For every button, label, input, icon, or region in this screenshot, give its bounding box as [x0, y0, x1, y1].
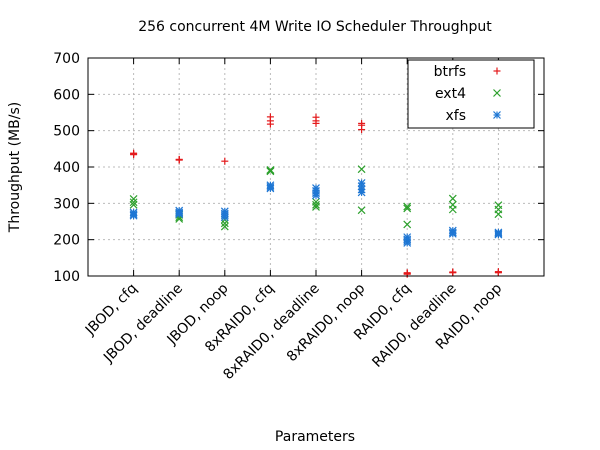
legend: btrfs ext4 xfs [407, 59, 535, 129]
btrfs-point [221, 157, 229, 165]
legend-label: btrfs [434, 64, 466, 80]
ext4-point [448, 205, 457, 214]
ext4-point [312, 200, 320, 209]
y-tick-label: 700 [53, 51, 80, 67]
xfs-point [448, 229, 457, 238]
btrfs-point [130, 151, 138, 159]
y-tick-label: 400 [53, 160, 80, 176]
ext4-point [403, 220, 412, 229]
plot-frame [87, 57, 545, 277]
xfs-point [175, 210, 184, 219]
legend-box [407, 59, 535, 129]
legend-label: ext4 [435, 86, 466, 102]
y-tick-label: 500 [53, 124, 80, 140]
xfs-point [129, 211, 138, 220]
xfs-point [403, 239, 412, 247]
legend-marker-ext4 [493, 89, 501, 97]
chart-title: 256 concurrent 4M Write IO Scheduler Thr… [138, 19, 492, 35]
ext4-point [129, 195, 138, 203]
ext4-point [357, 206, 366, 215]
legend-marker-xfs [493, 111, 501, 119]
y-tick-label: 100 [53, 269, 80, 285]
ext4-point [266, 167, 275, 176]
ext4-point [312, 203, 320, 211]
legend-marker-btrfs [493, 67, 501, 75]
ext4-point [220, 219, 229, 228]
x-tick-label: RAID0, deadline [369, 281, 459, 371]
ext4-point [448, 194, 457, 203]
ext4-point [129, 200, 138, 209]
y-tick-label: 300 [53, 196, 80, 212]
btrfs-point [449, 269, 457, 277]
xfs-point [266, 184, 275, 193]
ext4-point [403, 202, 412, 211]
btrfs-point [494, 269, 502, 277]
ext4-point [220, 222, 229, 231]
xfs-point [357, 188, 366, 197]
btrfs-point [266, 120, 274, 128]
y-tick-label: 600 [53, 87, 80, 103]
ext4-point [129, 198, 138, 207]
x-axis-label: Parameters [275, 429, 355, 445]
btrfs-point [358, 126, 366, 134]
ext4-point [494, 210, 503, 219]
btrfs-point [312, 119, 320, 127]
legend-label: xfs [445, 108, 466, 124]
xfs-point [494, 230, 503, 239]
x-tick-label: 8xRAID0, noop [284, 280, 369, 365]
xfs-point [220, 213, 229, 222]
btrfs-point [175, 156, 183, 164]
ext4-point [357, 165, 366, 174]
y-tick-label: 200 [53, 233, 80, 249]
data-points [129, 113, 503, 278]
xfs-point [312, 191, 320, 200]
ext4-point [403, 204, 412, 213]
y-axis-label: Throughput (MB/s) [7, 102, 23, 233]
btrfs-point [403, 270, 411, 278]
x-tick-label: JBOD, deadline [100, 281, 186, 367]
